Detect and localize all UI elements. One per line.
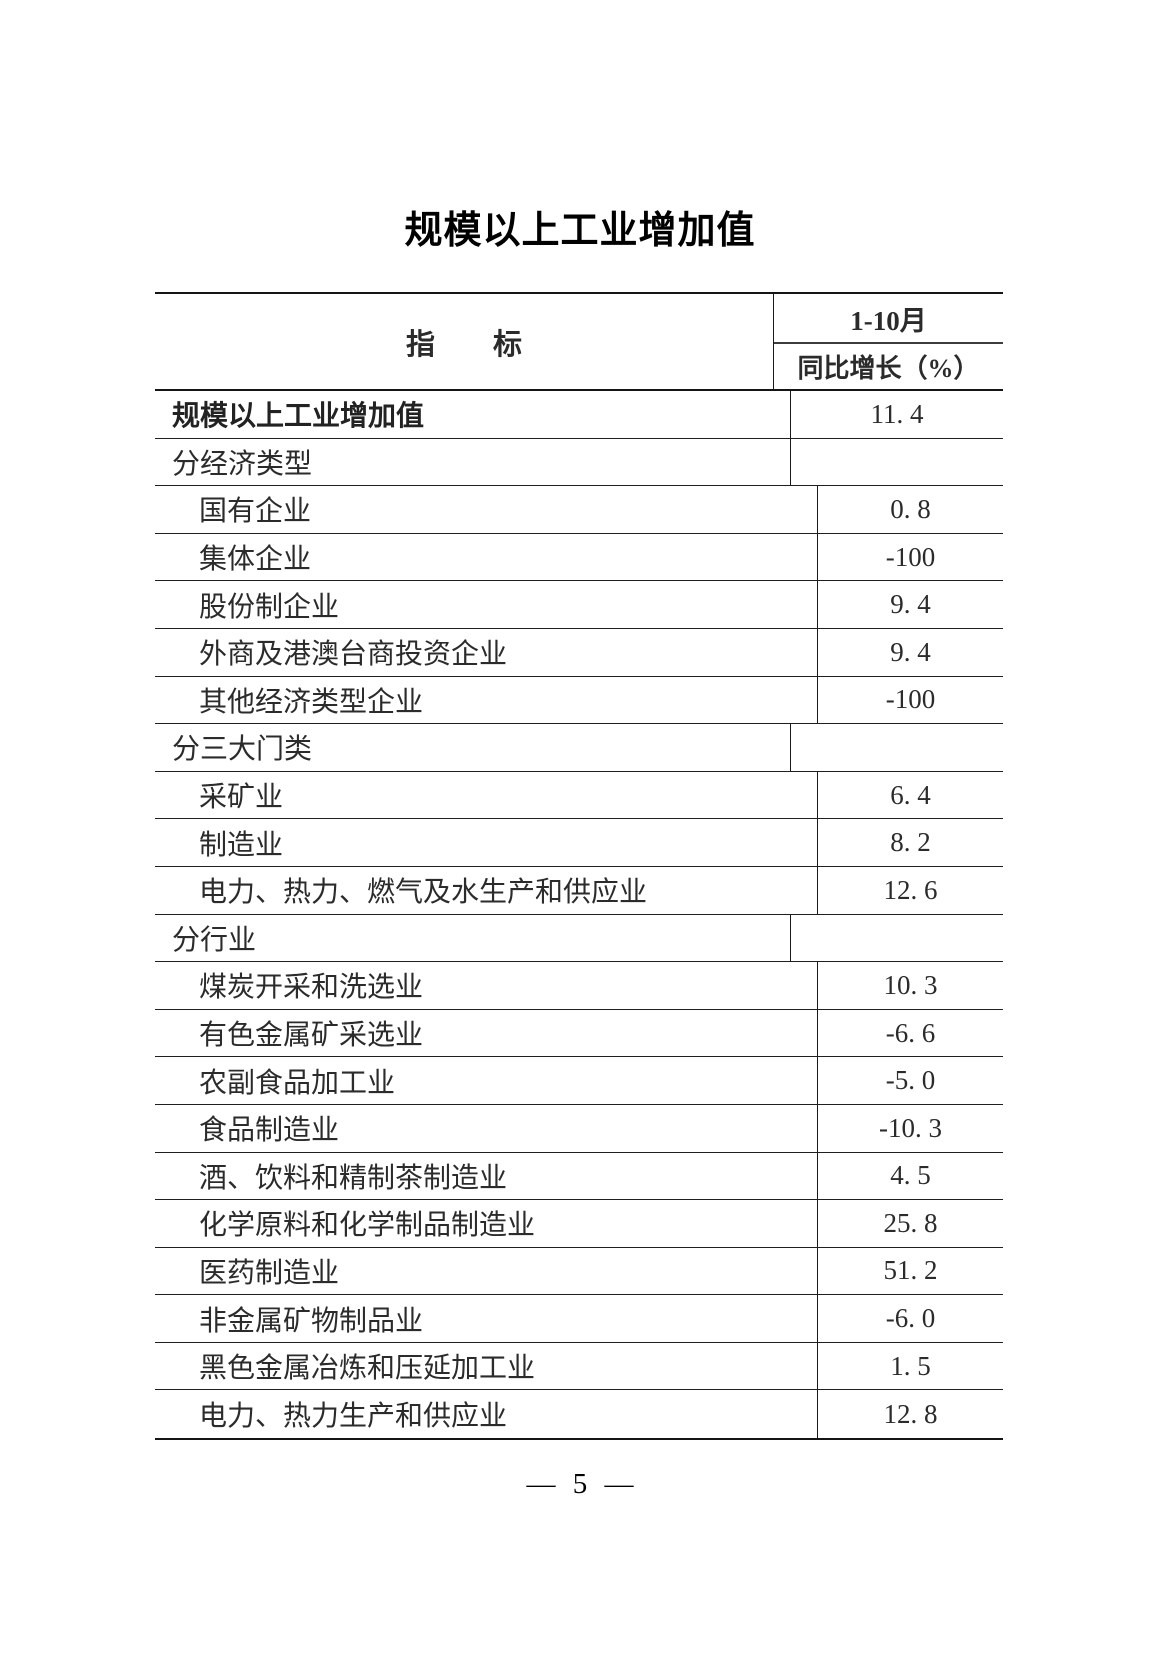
- header-value-column: 1-10月 同比增长（%）: [773, 294, 1003, 389]
- value-cell: 11. 4: [790, 391, 1003, 438]
- value-cell: [790, 438, 1003, 486]
- header-indicator-label: 指 标: [405, 328, 522, 361]
- value-cell: 8. 2: [817, 819, 1003, 866]
- table-row: 规模以上工业增加值 11. 4: [155, 391, 1003, 439]
- page-title: 规模以上工业增加值: [404, 208, 756, 252]
- indicator-cell: 股份制企业: [199, 591, 340, 623]
- table-row: 电力、热力、燃气及水生产和供应业 12. 6: [155, 866, 1003, 915]
- table-row: 有色金属矿采选业 -6. 6: [155, 1009, 1003, 1058]
- indicator-cell: 分行业: [172, 924, 257, 956]
- indicator-cell: 外商及港澳台商投资企业: [199, 639, 508, 671]
- value-cell: [790, 724, 1003, 771]
- table-row: 医药制造业 51. 2: [155, 1247, 1003, 1296]
- value-cell: 51. 2: [817, 1247, 1003, 1295]
- table-row: 非金属矿物制品业 -6. 0: [155, 1295, 1003, 1343]
- value-cell: [790, 914, 1003, 962]
- table-row: 股份制企业 9. 4: [155, 581, 1003, 629]
- table-row: 化学原料和化学制品制造业 25. 8: [155, 1200, 1003, 1248]
- value-cell: 12. 8: [817, 1390, 1003, 1439]
- table-row: 制造业 8. 2: [155, 819, 1003, 867]
- table-row: 酒、饮料和精制茶制造业 4. 5: [155, 1152, 1003, 1201]
- value-cell: -5. 0: [817, 1057, 1003, 1104]
- table-header-row: 指 标 1-10月 同比增长（%）: [155, 294, 1003, 391]
- indicator-cell: 非金属矿物制品业: [199, 1305, 424, 1337]
- header-measure-label: 同比增长（%）: [797, 354, 980, 383]
- value-cell: 4. 5: [817, 1152, 1003, 1200]
- value-cell: 9. 4: [817, 581, 1003, 628]
- value-cell: 12. 6: [817, 866, 1003, 914]
- indicator-cell: 其他经济类型企业: [199, 686, 424, 718]
- page-number: — 5 —: [526, 1468, 634, 1500]
- table-row: 外商及港澳台商投资企业 9. 4: [155, 628, 1003, 677]
- indicator-cell: 采矿业: [199, 782, 284, 814]
- indicator-cell: 电力、热力生产和供应业: [199, 1401, 508, 1433]
- table-row: 国有企业 0. 8: [155, 486, 1003, 534]
- header-period-label: 1-10月: [774, 294, 1003, 344]
- indicator-cell: 酒、饮料和精制茶制造业: [199, 1162, 508, 1194]
- table-row: 农副食品加工业 -5. 0: [155, 1057, 1003, 1105]
- table-row: 分经济类型: [155, 438, 1003, 487]
- table-row: 食品制造业 -10. 3: [155, 1104, 1003, 1153]
- indicator-cell: 电力、热力、燃气及水生产和供应业: [199, 877, 648, 909]
- indicator-cell: 煤炭开采和洗选业: [199, 972, 424, 1004]
- value-cell: 1. 5: [817, 1342, 1003, 1390]
- indicator-cell: 有色金属矿采选业: [199, 1020, 424, 1052]
- indicator-cell: 农副食品加工业: [199, 1067, 396, 1099]
- value-cell: -10. 3: [817, 1104, 1003, 1152]
- value-cell: 10. 3: [817, 962, 1003, 1009]
- value-cell: -100: [817, 676, 1003, 724]
- indicator-cell: 国有企业: [199, 496, 312, 528]
- table-row: 黑色金属冶炼和压延加工业 1. 5: [155, 1342, 1003, 1391]
- table-row: 分行业: [155, 914, 1003, 963]
- table-row: 集体企业 -100: [155, 533, 1003, 582]
- table-row: 电力、热力生产和供应业 12. 8: [155, 1390, 1003, 1439]
- table-row: 采矿业 6. 4: [155, 771, 1003, 820]
- value-cell: 6. 4: [817, 771, 1003, 819]
- value-cell: 9. 4: [817, 628, 1003, 676]
- table-row: 其他经济类型企业 -100: [155, 676, 1003, 725]
- value-cell: 25. 8: [817, 1200, 1003, 1247]
- industrial-output-table: 指 标 1-10月 同比增长（%） 规模以上工业增加值 11. 4 分经济类型 …: [155, 292, 1003, 1441]
- indicator-cell: 食品制造业: [199, 1115, 340, 1147]
- indicator-cell: 医药制造业: [199, 1257, 340, 1289]
- indicator-cell: 化学原料和化学制品制造业: [199, 1210, 536, 1242]
- table-row: 煤炭开采和洗选业 10. 3: [155, 962, 1003, 1010]
- indicator-cell: 规模以上工业增加值: [172, 401, 425, 433]
- indicator-cell: 集体企业: [199, 544, 312, 576]
- indicator-cell: 分经济类型: [172, 448, 313, 480]
- value-cell: -6. 0: [817, 1295, 1003, 1342]
- table-body: 规模以上工业增加值 11. 4 分经济类型 国有企业 0. 8 集体企业 -10…: [155, 391, 1003, 1439]
- table-row: 分三大门类: [155, 724, 1003, 772]
- indicator-cell: 分三大门类: [172, 734, 313, 766]
- indicator-cell: 黑色金属冶炼和压延加工业: [199, 1353, 536, 1385]
- value-cell: 0. 8: [817, 486, 1003, 533]
- value-cell: -100: [817, 533, 1003, 581]
- value-cell: -6. 6: [817, 1009, 1003, 1057]
- indicator-cell: 制造业: [199, 829, 284, 861]
